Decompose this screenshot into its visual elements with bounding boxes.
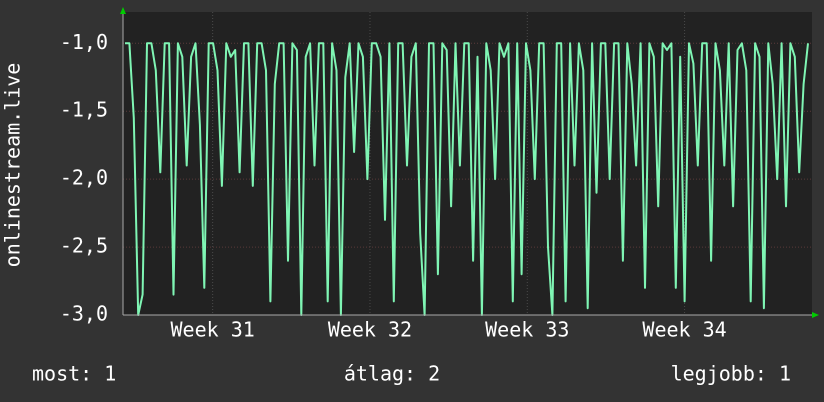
legend-average: átlag: 2 <box>344 362 440 386</box>
x-tick-label: Week 32 <box>328 318 412 342</box>
y-tick-label: -2,5 <box>60 234 108 258</box>
y-tick-label: -1,5 <box>60 98 108 122</box>
x-tick-label: Week 34 <box>642 318 726 342</box>
y-axis-label: onlinestream.live <box>1 63 25 268</box>
x-tick-label: Week 31 <box>171 318 255 342</box>
lines <box>125 42 809 316</box>
y-tick-label: -1,0 <box>60 30 108 54</box>
x-arrow <box>812 312 819 318</box>
legend-max: legjobb: 1 <box>671 362 791 386</box>
y-tick-label: -2,0 <box>60 166 108 190</box>
legend-current: most: 1 <box>32 362 116 386</box>
y-arrow <box>120 7 126 14</box>
series-line <box>125 42 809 316</box>
x-tick-label: Week 33 <box>485 318 569 342</box>
y-tick-label: -3,0 <box>60 302 108 326</box>
